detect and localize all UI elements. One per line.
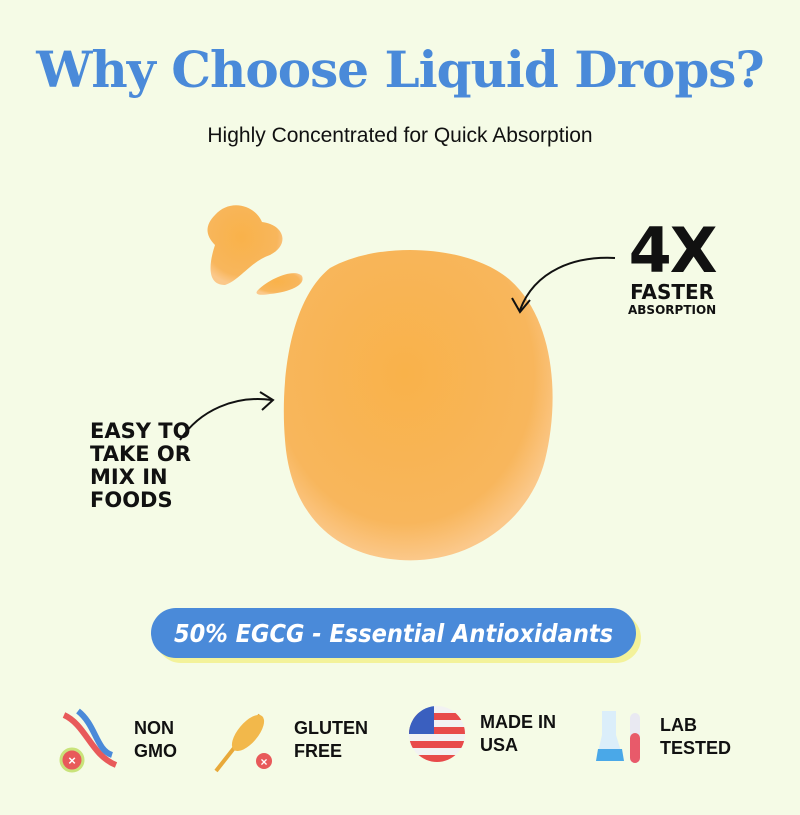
arrow-to-drop-left xyxy=(179,398,273,441)
callout-line: EASY TO xyxy=(90,419,191,443)
subtitle: Highly Concentrated for Quick Absorption xyxy=(207,124,593,147)
usa-flag-icon xyxy=(409,706,465,762)
badge-label: LAB xyxy=(660,714,697,735)
badge-lab-tested: LAB TESTED xyxy=(594,705,731,769)
badge-non-gmo: × NON GMO xyxy=(56,705,177,775)
callout-big: 4X xyxy=(628,214,718,287)
badge-label: TESTED xyxy=(660,738,732,758)
badge-label: GMO xyxy=(134,741,177,761)
page-title: Why Choose Liquid Drops? xyxy=(36,40,764,99)
svg-text:×: × xyxy=(260,755,267,769)
faster-absorption-callout: 4X FASTER ABSORPTION xyxy=(628,214,718,317)
badge-label: FREE xyxy=(294,741,343,761)
test-tube-icon xyxy=(596,711,640,763)
svg-text:×: × xyxy=(68,753,76,768)
tiny-drop xyxy=(256,273,303,295)
badge-made-in-usa: MADE IN USA xyxy=(408,705,556,763)
easy-to-take-callout: EASY TO TAKE OR MIX IN FOODS xyxy=(90,419,191,513)
callout-line: TAKE OR xyxy=(90,442,191,467)
arrow-to-drop-right xyxy=(519,256,616,311)
wheat-icon: × xyxy=(214,713,272,773)
small-drop xyxy=(207,205,283,285)
callout-line: ABSORPTION xyxy=(628,303,717,317)
dna-icon: × xyxy=(59,708,118,773)
badge-label: USA xyxy=(480,735,519,755)
callout-line: FASTER xyxy=(630,280,715,304)
callout-line: MIX IN xyxy=(90,465,168,490)
badge-label: GLUTEN xyxy=(294,717,368,738)
callout-line: FOODS xyxy=(90,488,173,513)
liquid-drop-illustration xyxy=(179,205,616,561)
egcg-banner: 50% EGCG - Essential Antioxidants xyxy=(151,608,636,658)
badge-label: MADE IN xyxy=(480,711,556,732)
badge-label: NON xyxy=(134,717,174,738)
badge-gluten-free: × GLUTEN FREE xyxy=(210,705,368,775)
main-drop xyxy=(283,249,553,561)
